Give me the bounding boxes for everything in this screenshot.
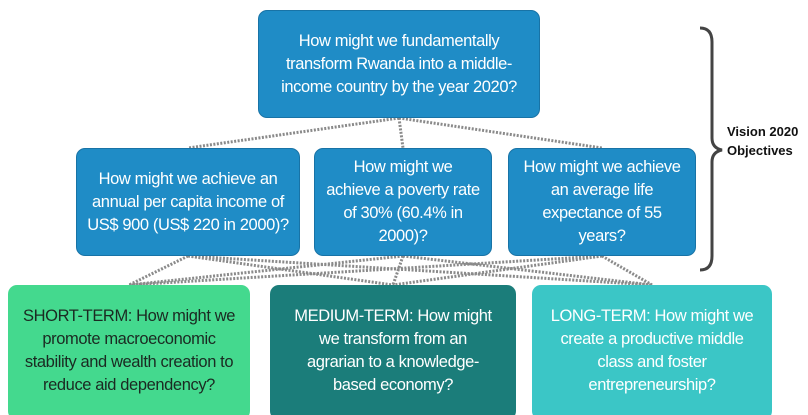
root-node: How might we fundamentally transform Rwa… bbox=[258, 10, 540, 118]
strategy-node: LONG-TERM: How might we create a product… bbox=[532, 285, 772, 415]
strategy-node: MEDIUM-TERM: How might we transform from… bbox=[270, 285, 516, 415]
connector-lines bbox=[128, 116, 653, 287]
objective-node: How might we achieve a poverty rate of 3… bbox=[314, 148, 492, 256]
objective-node: How might we achieve an annual per capit… bbox=[76, 148, 300, 256]
bracket bbox=[699, 26, 723, 272]
bracket-label: Vision 2020 Objectives bbox=[727, 124, 799, 158]
strategy-node: SHORT-TERM: How might we promote macroec… bbox=[8, 285, 250, 415]
objective-node: How might we achieve an average life exp… bbox=[508, 148, 696, 256]
